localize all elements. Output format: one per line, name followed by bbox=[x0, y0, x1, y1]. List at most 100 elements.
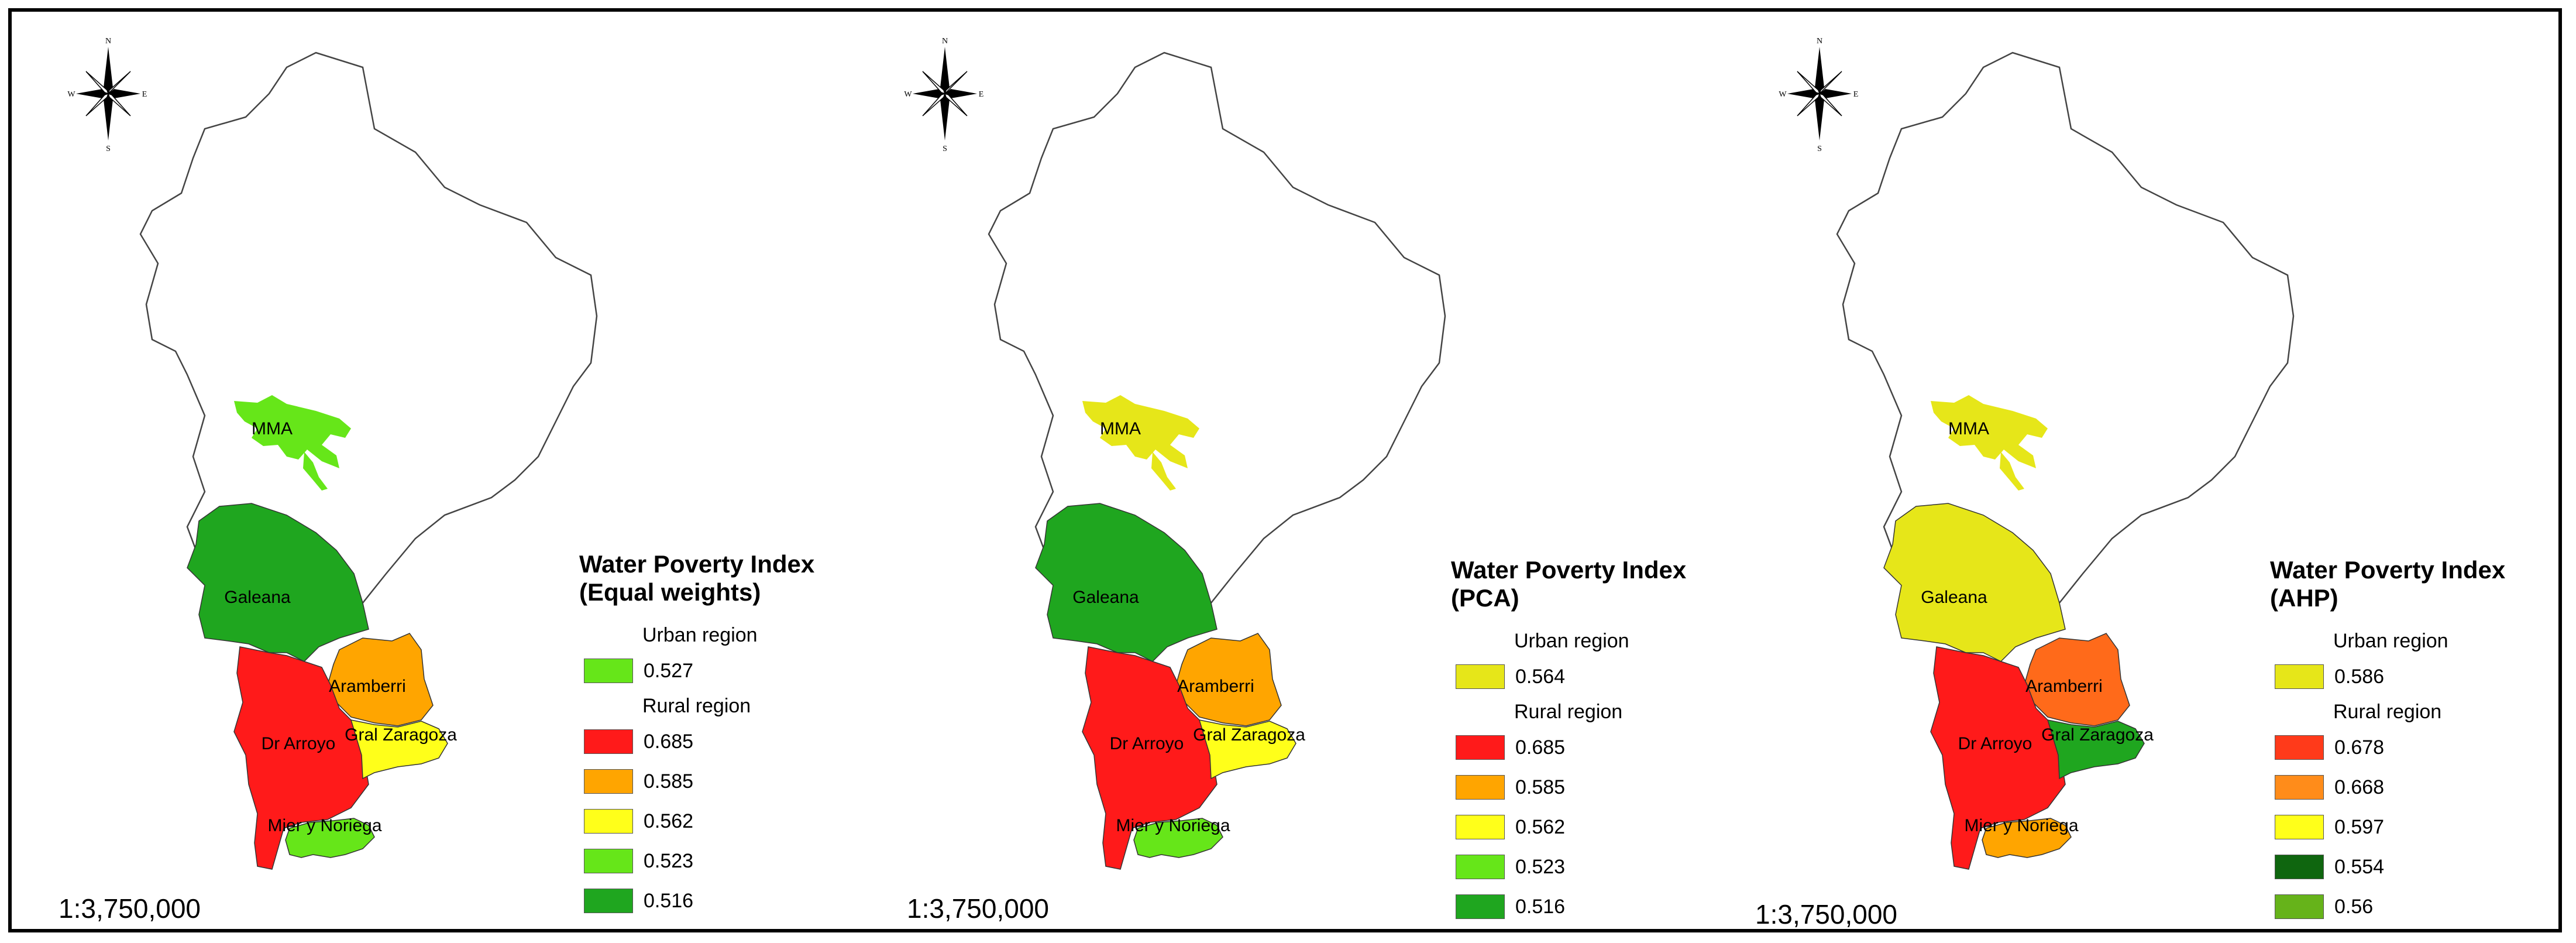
legend-swatch bbox=[1456, 664, 1505, 689]
region-mma bbox=[1931, 395, 2048, 468]
compass-n: N bbox=[942, 37, 948, 46]
compass-e: E bbox=[1853, 90, 1859, 99]
legend-swatch bbox=[1456, 735, 1505, 760]
legend-item-rural: 0.554 bbox=[2270, 851, 2505, 883]
region-galeana bbox=[187, 503, 369, 662]
legend-item-rural: 0.585 bbox=[579, 766, 814, 797]
region-gral-zaragoza bbox=[350, 719, 448, 780]
legend-rural-heading: Rural region bbox=[2333, 701, 2442, 723]
region-gral-zaragoza bbox=[2047, 719, 2145, 780]
map-canvas: MMA Galeana Aramberri Dr Arroyo Gral Zar… bbox=[139, 52, 598, 870]
legend-value: 0.685 bbox=[644, 730, 694, 753]
legend-value: 0.668 bbox=[2334, 776, 2385, 798]
label-mma: MMA bbox=[1948, 419, 1989, 438]
legend-swatch bbox=[584, 809, 633, 834]
legend: Water Poverty Index (AHP) Urban region 0… bbox=[2270, 556, 2505, 931]
legend-swatch bbox=[2275, 894, 2324, 919]
legend-swatch bbox=[1456, 855, 1505, 879]
region-mma bbox=[1082, 395, 1199, 468]
legend-swatch bbox=[1456, 775, 1505, 800]
region-mier-noriega bbox=[1982, 818, 2072, 858]
legend-item-rural: 0.56 bbox=[2270, 891, 2505, 923]
legend-item-rural: 0.597 bbox=[2270, 811, 2505, 843]
legend-value: 0.516 bbox=[1515, 895, 1566, 918]
legend-item-rural: 0.678 bbox=[2270, 732, 2505, 763]
map-canvas: MMA Galeana Aramberri Dr Arroyo Gral Zar… bbox=[1836, 52, 2295, 870]
label-galeana: Galeana bbox=[1921, 588, 1987, 607]
compass-n: N bbox=[105, 37, 111, 46]
region-galeana bbox=[1035, 503, 1218, 662]
legend-value: 0.562 bbox=[1515, 815, 1566, 838]
region-mma-spur bbox=[1151, 452, 1176, 491]
legend-value: 0.527 bbox=[644, 659, 694, 682]
scale-label: 1:3,750,000 bbox=[59, 893, 201, 924]
legend-swatch bbox=[2275, 855, 2324, 879]
legend-item-rural: 0.516 bbox=[579, 885, 814, 917]
region-mma-spur bbox=[303, 452, 328, 491]
label-mma: MMA bbox=[1100, 419, 1141, 438]
legend-item-urban: 0.586 bbox=[2270, 661, 2505, 692]
legend-item-rural: 0.668 bbox=[2270, 771, 2505, 803]
map-panel-ahp: MMA Galeana Aramberri Dr Arroyo Gral Zar… bbox=[1708, 12, 2563, 936]
label-gral-zaragoza: Gral Zaragoza bbox=[345, 725, 457, 745]
legend-urban-heading: Urban region bbox=[642, 624, 758, 646]
legend-rural-heading: Rural region bbox=[1514, 701, 1623, 723]
legend-value: 0.597 bbox=[2334, 815, 2385, 838]
legend-swatch bbox=[584, 889, 633, 913]
map-panel-equal-weights: MMA Galeana Aramberri Dr Arroyo Gral Zar… bbox=[12, 12, 866, 936]
label-aramberri: Aramberri bbox=[1177, 677, 1254, 696]
label-galeana: Galeana bbox=[1072, 588, 1139, 607]
legend-item-rural: 0.523 bbox=[579, 845, 814, 877]
legend-urban-heading: Urban region bbox=[1514, 630, 1629, 652]
legend-value: 0.562 bbox=[644, 810, 694, 832]
label-mier-noriega: Mier y Noriega bbox=[267, 816, 381, 835]
label-mier-noriega: Mier y Noriega bbox=[1116, 816, 1230, 835]
legend-item-rural: 0.685 bbox=[579, 726, 814, 757]
legend: Water Poverty Index (Equal weights) Urba… bbox=[579, 550, 814, 925]
legend-title-line2: (PCA) bbox=[1451, 584, 1519, 612]
legend-swatch bbox=[2275, 815, 2324, 839]
legend-swatch bbox=[1456, 894, 1505, 919]
scale-label: 1:3,750,000 bbox=[907, 893, 1050, 924]
legend-value: 0.523 bbox=[1515, 855, 1566, 878]
label-gral-zaragoza: Gral Zaragoza bbox=[2041, 725, 2154, 745]
legend-value: 0.516 bbox=[644, 889, 694, 912]
legend-value: 0.678 bbox=[2334, 736, 2385, 759]
legend-item-rural: 0.562 bbox=[579, 805, 814, 837]
compass-w: W bbox=[904, 90, 912, 99]
legend-title-line1: Water Poverty Index bbox=[1451, 556, 1687, 584]
legend-rural-heading: Rural region bbox=[642, 695, 751, 717]
label-mma: MMA bbox=[252, 419, 293, 438]
legend-item-rural: 0.685 bbox=[1451, 732, 1686, 763]
legend-swatch bbox=[584, 769, 633, 794]
north-arrow-icon: N S E W bbox=[1779, 37, 1859, 152]
legend-swatch bbox=[2275, 775, 2324, 800]
legend-item-rural: 0.523 bbox=[1451, 851, 1686, 883]
legend-swatch bbox=[2275, 664, 2324, 689]
compass-e: E bbox=[979, 90, 984, 99]
legend-swatch bbox=[2275, 735, 2324, 760]
region-galeana bbox=[1883, 503, 2066, 662]
region-mier-noriega bbox=[285, 818, 375, 858]
label-mier-noriega: Mier y Noriega bbox=[1964, 816, 2078, 835]
region-dr-arroyo bbox=[1082, 646, 1218, 870]
legend-value: 0.564 bbox=[1515, 665, 1566, 688]
compass-s: S bbox=[1817, 145, 1822, 152]
legend-item-rural: 0.585 bbox=[1451, 771, 1686, 803]
region-mier-noriega bbox=[1133, 818, 1223, 858]
label-galeana: Galeana bbox=[224, 588, 291, 607]
legend-swatch bbox=[1456, 815, 1505, 839]
legend-item-rural: 0.562 bbox=[1451, 811, 1686, 843]
legend-swatch bbox=[584, 849, 633, 873]
region-mma-spur bbox=[2000, 452, 2024, 491]
map-canvas: MMA Galeana Aramberri Dr Arroyo Gral Zar… bbox=[988, 52, 1446, 870]
label-dr-arroyo: Dr Arroyo bbox=[1110, 734, 1184, 753]
legend-value: 0.586 bbox=[2334, 665, 2385, 688]
legend-value: 0.585 bbox=[1515, 776, 1566, 798]
legend-value: 0.523 bbox=[644, 849, 694, 872]
legend-title-line2: (AHP) bbox=[2270, 584, 2338, 612]
compass-n: N bbox=[1817, 37, 1822, 46]
north-arrow-icon: N S E W bbox=[67, 37, 147, 152]
legend-swatch bbox=[584, 729, 633, 754]
region-mma bbox=[234, 395, 351, 468]
